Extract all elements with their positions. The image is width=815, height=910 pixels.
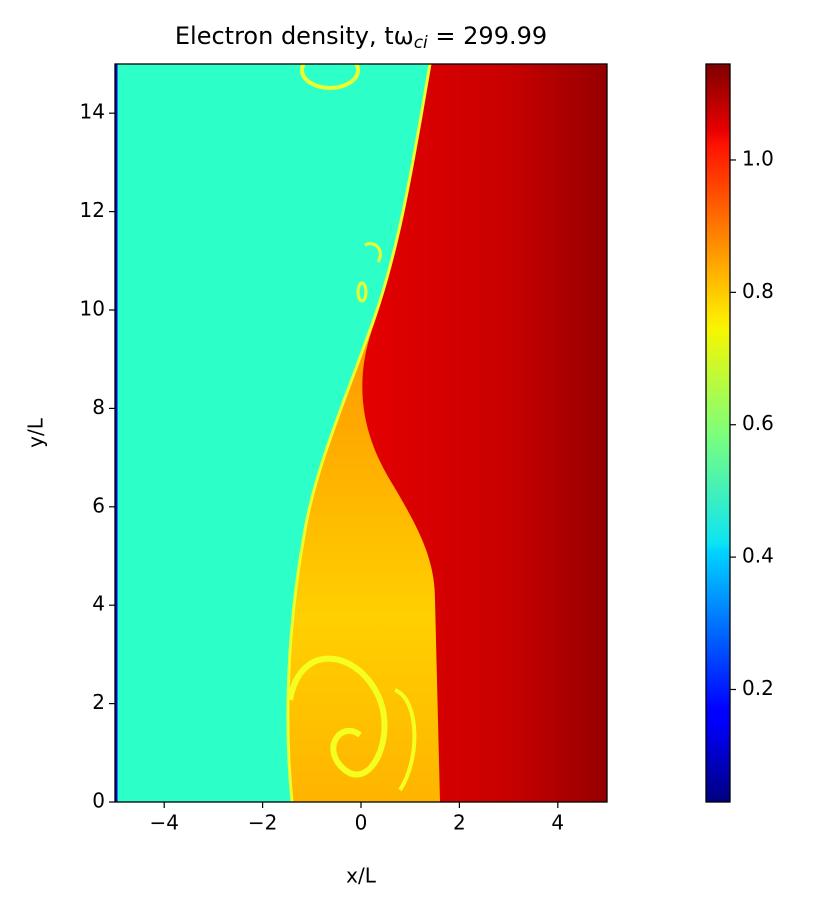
top-blob	[300, 64, 360, 90]
y-tick-label: 14	[80, 100, 105, 124]
y-tick-label: 12	[80, 198, 105, 222]
colorbar-tick-label: 1.0	[742, 146, 774, 170]
chart-title: Electron density, tωci = 299.99	[175, 22, 547, 53]
x-axis-label: x/L	[346, 864, 377, 888]
colorbar	[705, 63, 731, 803]
x-tick-label: 4	[551, 811, 564, 835]
vortex-arm	[394, 688, 417, 792]
vortex	[287, 655, 388, 778]
x-tick-label: 0	[355, 811, 368, 835]
small-blob	[356, 281, 368, 303]
colorbar-tick-label: 0.6	[742, 411, 774, 435]
x-tick-label: −4	[149, 811, 178, 835]
heatmap-field	[115, 64, 607, 802]
colorbar-tick-label: 0.8	[742, 279, 774, 303]
y-tick-label: 8	[92, 395, 105, 419]
y-tick-label: 0	[92, 789, 105, 813]
high-density-region	[362, 64, 607, 802]
x-tick-label: −2	[248, 811, 277, 835]
colorbar-tick-label: 0.2	[742, 676, 774, 700]
title-subscript: ci	[414, 33, 428, 53]
y-tick-label: 10	[80, 297, 105, 321]
title-suffix: = 299.99	[428, 22, 547, 50]
x-tick-label: 2	[453, 811, 466, 835]
y-axis-label: y/L	[24, 417, 48, 448]
title-main: Electron density, tω	[175, 22, 414, 50]
boundary	[286, 64, 432, 802]
y-tick-label: 2	[92, 690, 105, 714]
colorbar-tick-label: 0.4	[742, 544, 774, 568]
y-tick-label: 6	[92, 493, 105, 517]
small-blob	[364, 242, 382, 263]
y-tick-label: 4	[92, 592, 105, 616]
